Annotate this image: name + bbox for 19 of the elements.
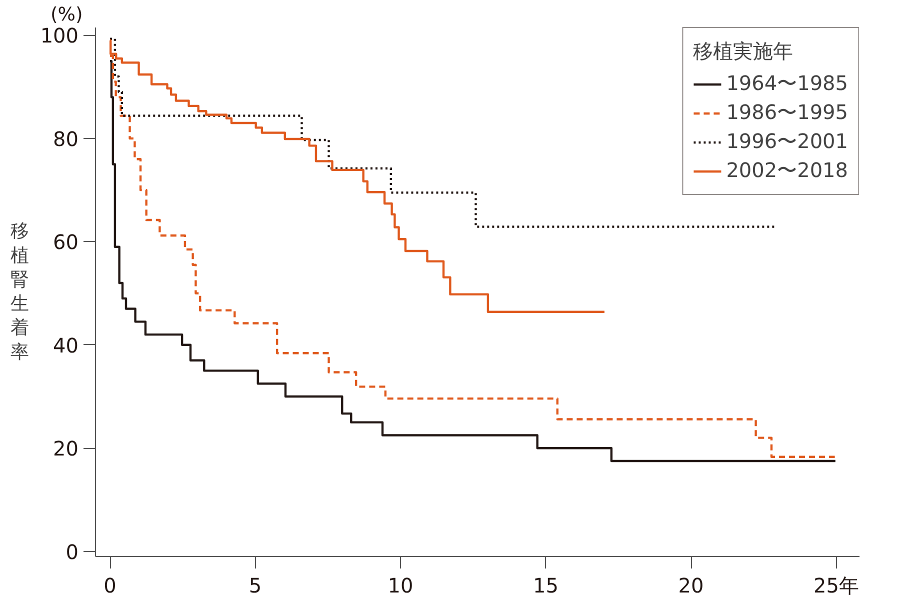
legend-label: 1964〜1985	[726, 70, 848, 97]
y-axis-title: 移植腎生着率	[10, 221, 30, 363]
y-tick-label: 40	[53, 333, 79, 358]
legend-label: 2002〜2018	[726, 157, 848, 184]
x-tick-label: 20	[678, 574, 704, 598]
x-tick-label: 25年	[814, 574, 859, 598]
legend-label: 1986〜1995	[726, 99, 848, 126]
y-tick-label: 100	[40, 24, 79, 48]
y-tick-label: 60	[53, 230, 79, 254]
y-tick-label: 0	[66, 540, 79, 564]
x-tick-label: 10	[388, 574, 414, 598]
x-tick-label: 5	[248, 574, 262, 598]
legend-label: 1996〜2001	[726, 128, 848, 155]
y-tick-label: 80	[53, 126, 79, 151]
text: (%)	[50, 4, 83, 26]
legend-title: 移植実施年	[693, 38, 794, 65]
y-tick-label: 20	[53, 436, 79, 461]
x-tick-label: 0	[104, 574, 116, 598]
x-tick-label: 15	[533, 574, 558, 598]
